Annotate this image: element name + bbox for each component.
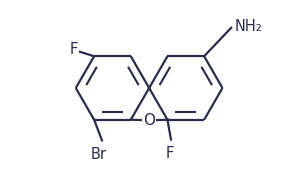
Text: O: O <box>143 113 155 128</box>
Text: NH₂: NH₂ <box>235 18 262 33</box>
Text: Br: Br <box>91 147 107 162</box>
Text: F: F <box>166 146 174 162</box>
Text: F: F <box>70 42 78 57</box>
